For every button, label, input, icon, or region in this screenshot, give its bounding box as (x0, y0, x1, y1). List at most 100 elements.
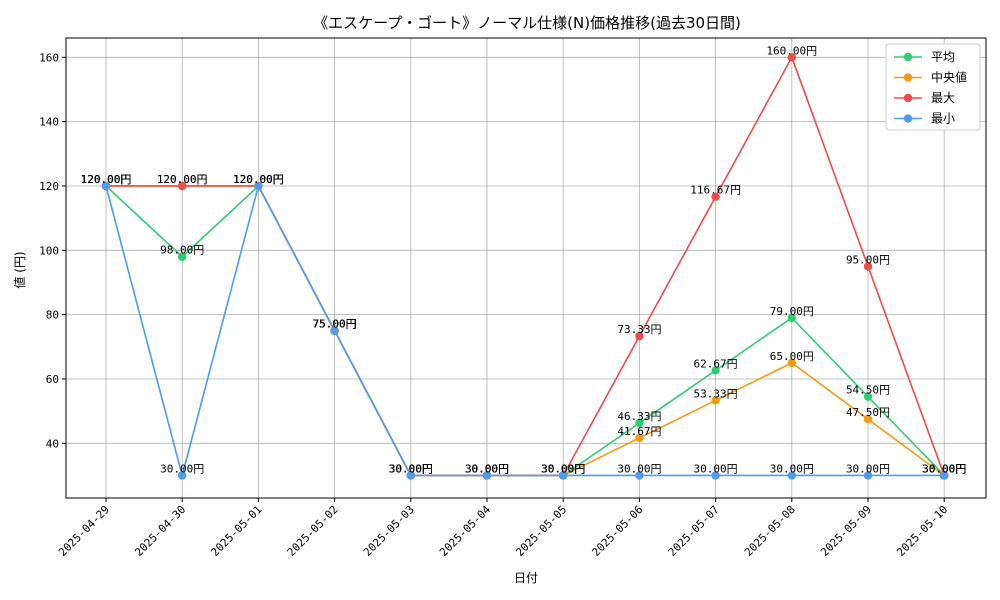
data-label: 30.00円 (541, 462, 585, 475)
data-label: 41.67円 (617, 425, 661, 438)
legend-label: 最小 (931, 112, 955, 126)
x-tick-label: 2025-05-09 (818, 503, 874, 559)
x-tick-label: 2025-05-01 (208, 503, 264, 559)
y-tick-label: 100 (39, 244, 59, 257)
data-label: 30.00円 (389, 462, 433, 475)
chart-title: 《エスケープ・ゴート》ノーマル仕様(N)価格推移(過去30日間) (313, 14, 741, 32)
x-tick-label: 2025-05-02 (285, 503, 341, 559)
grid (66, 38, 986, 498)
y-tick-label: 140 (39, 116, 59, 129)
data-point (635, 331, 644, 341)
data-label: 30.00円 (922, 462, 966, 475)
data-label: 120.00円 (233, 173, 284, 186)
data-label: 160.00円 (766, 44, 817, 57)
data-label: 75.00円 (313, 318, 357, 331)
data-label: 30.00円 (922, 462, 966, 475)
data-point (330, 326, 339, 335)
legend-marker (903, 52, 913, 62)
data-label: 54.50円 (846, 384, 890, 397)
data-label: 120.00円 (233, 173, 284, 186)
y-tick-label: 80 (46, 309, 59, 322)
x-tick-label: 2025-05-04 (437, 503, 493, 559)
legend-box (885, 43, 981, 131)
data-label: 120.00円 (81, 173, 132, 186)
y-tick-label: 160 (39, 51, 59, 64)
data-label: 73.33円 (617, 323, 661, 336)
series-line (106, 185, 945, 477)
x-tick-label: 2025-05-07 (666, 503, 722, 559)
data-label: 46.33円 (617, 410, 661, 423)
data-label: 75.00円 (313, 318, 357, 331)
data-label: 120.00円 (233, 173, 284, 186)
data-label: 47.50円 (846, 406, 890, 419)
data-label: 30.00円 (694, 462, 738, 475)
data-point (787, 471, 796, 480)
data-label: 98.00円 (160, 244, 204, 257)
data-label: 120.00円 (233, 173, 284, 186)
x-tick-label: 2025-05-05 (513, 503, 569, 559)
data-label: 120.00円 (81, 173, 132, 186)
data-point (863, 262, 873, 271)
data-label: 30.00円 (541, 462, 585, 475)
y-tick-label: 120 (39, 180, 59, 193)
legend-label: 平均 (931, 50, 955, 64)
data-label: 120.00円 (157, 173, 208, 186)
data-point (482, 471, 492, 480)
data-point (711, 192, 720, 201)
data-label: 30.00円 (541, 462, 585, 475)
data-point (406, 471, 415, 480)
data-point (559, 471, 568, 480)
x-tick-label: 2025-05-03 (361, 503, 417, 559)
data-point (635, 471, 644, 480)
plot-frame (65, 37, 987, 499)
data-point (863, 392, 873, 401)
data-point (178, 252, 187, 261)
data-point (787, 53, 796, 62)
data-point (635, 418, 644, 428)
data-label: 30.00円 (541, 462, 585, 475)
data-label: 30.00円 (389, 462, 433, 475)
x-tick-label: 2025-04-29 (56, 503, 112, 559)
data-point (863, 414, 873, 424)
data-label: 30.00円 (465, 462, 509, 475)
legend-marker (903, 73, 913, 82)
data-point (940, 471, 949, 480)
data-point (711, 396, 720, 405)
data-point (711, 366, 720, 375)
data-label: 65.00円 (770, 350, 814, 363)
y-tick-label: 40 (46, 437, 59, 450)
x-tick-label: 2025-04-30 (132, 503, 188, 559)
legend-marker (903, 93, 913, 103)
legend-label: 最大 (931, 91, 955, 105)
data-label: 30.00円 (160, 462, 204, 475)
data-label: 116.67円 (690, 184, 741, 197)
data-label: 30.00円 (617, 462, 661, 475)
series-line (105, 184, 945, 477)
series-line (105, 183, 945, 479)
x-tick-label: 2025-05-06 (589, 503, 645, 559)
data-label: 120.00円 (81, 173, 132, 186)
data-point (178, 471, 187, 480)
data-point (787, 313, 796, 323)
legend-label: 中央値 (931, 70, 967, 85)
series-line (106, 55, 945, 477)
data-label: 30.00円 (389, 462, 433, 475)
data-labels: 120.00円 98.00円 120.00円 75.00円 30.00円 30.00円 30… (81, 44, 967, 475)
legend-marker (903, 114, 913, 123)
data-point (178, 181, 187, 191)
data-label: 30.00円 (465, 462, 509, 475)
data-label: 79.00円 (770, 305, 814, 318)
x-tick-label: 2025-05-10 (894, 503, 950, 559)
data-label: 120.00円 (81, 173, 132, 186)
data-label: 75.00円 (313, 318, 357, 331)
data-point (101, 181, 111, 191)
data-label: 30.00円 (389, 462, 433, 475)
series-lines (101, 53, 949, 480)
data-label: 30.00円 (770, 462, 814, 475)
x-axis-label: 日付 (514, 571, 538, 585)
data-label: 95.00円 (846, 253, 890, 266)
data-point (635, 433, 644, 443)
data-label: 75.00円 (313, 318, 357, 331)
